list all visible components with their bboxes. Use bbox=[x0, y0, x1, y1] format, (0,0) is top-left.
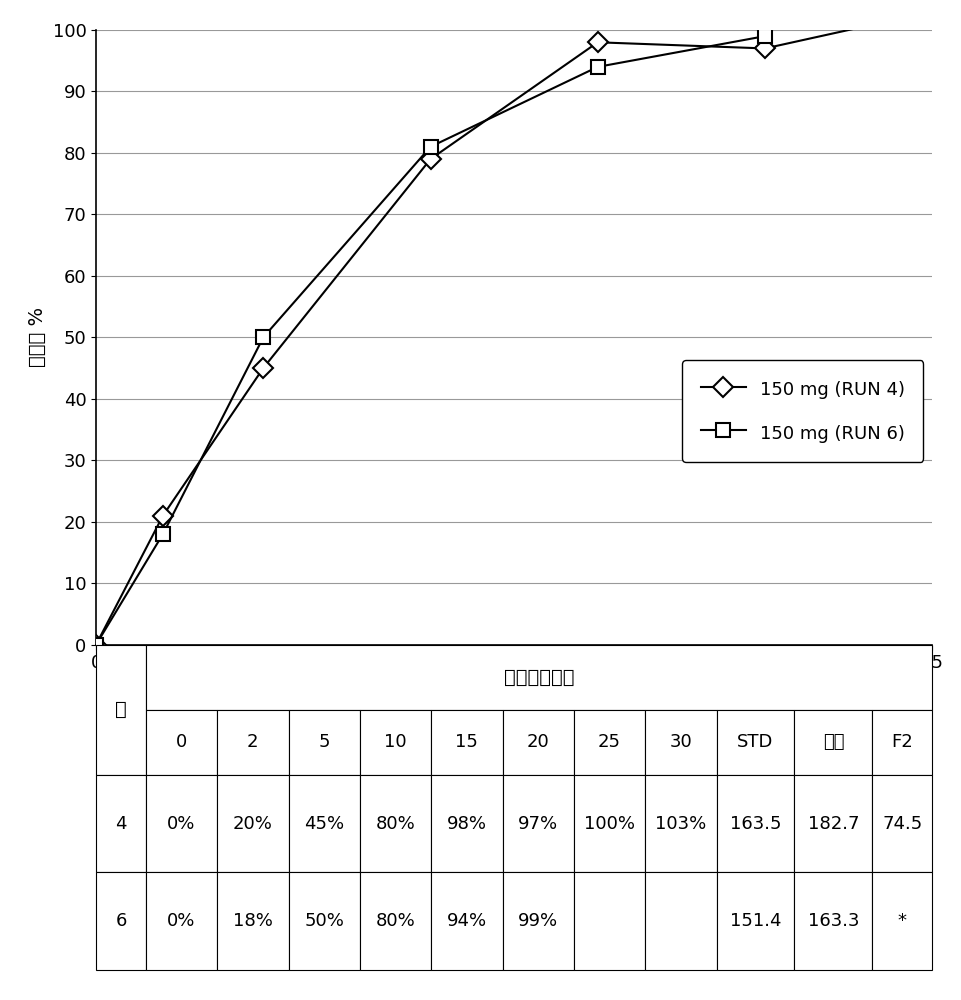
Bar bbox=[503, 775, 574, 872]
Text: 97%: 97% bbox=[518, 815, 558, 833]
Text: 4: 4 bbox=[115, 815, 127, 833]
Text: 2: 2 bbox=[247, 733, 259, 751]
Text: 74.5: 74.5 bbox=[882, 815, 923, 833]
Text: 30: 30 bbox=[670, 733, 692, 751]
Text: 163.5: 163.5 bbox=[729, 815, 781, 833]
150 mg (RUN 6) bbox=[90, 639, 102, 651]
150 mg (RUN 6) bbox=[425, 141, 436, 153]
Bar bbox=[288, 775, 359, 872]
X-axis label: 时间（分钟）: 时间（分钟） bbox=[479, 678, 550, 697]
Text: 18%: 18% bbox=[233, 912, 273, 930]
150 mg (RUN 6) bbox=[592, 61, 604, 73]
Bar bbox=[359, 872, 431, 970]
150 mg (RUN 6) bbox=[158, 528, 169, 540]
Text: 6: 6 bbox=[115, 912, 127, 930]
150 mg (RUN 4) bbox=[592, 36, 604, 48]
Text: 组: 组 bbox=[115, 700, 127, 719]
Bar bbox=[717, 872, 795, 970]
Bar bbox=[96, 775, 146, 872]
Text: F2: F2 bbox=[892, 733, 913, 751]
Text: 时间（分钟）: 时间（分钟） bbox=[504, 668, 575, 687]
Bar bbox=[431, 872, 503, 970]
Bar bbox=[431, 710, 503, 775]
Bar bbox=[359, 775, 431, 872]
Text: 20: 20 bbox=[527, 733, 550, 751]
Bar bbox=[359, 710, 431, 775]
Text: 100%: 100% bbox=[584, 815, 635, 833]
Text: 0: 0 bbox=[176, 733, 187, 751]
Bar bbox=[717, 710, 795, 775]
Bar bbox=[146, 710, 217, 775]
150 mg (RUN 4) bbox=[158, 510, 169, 522]
Bar bbox=[96, 645, 146, 775]
Bar bbox=[288, 710, 359, 775]
Bar bbox=[217, 710, 288, 775]
Text: 182.7: 182.7 bbox=[807, 815, 859, 833]
Bar bbox=[873, 775, 932, 872]
Text: 99%: 99% bbox=[518, 912, 558, 930]
Bar bbox=[96, 872, 146, 970]
Text: 98%: 98% bbox=[447, 815, 487, 833]
Text: 0%: 0% bbox=[167, 815, 196, 833]
Bar bbox=[645, 710, 717, 775]
Text: 45%: 45% bbox=[304, 815, 344, 833]
Bar bbox=[217, 775, 288, 872]
Text: 0%: 0% bbox=[167, 912, 196, 930]
150 mg (RUN 6) bbox=[759, 30, 771, 42]
Text: 163.3: 163.3 bbox=[807, 912, 859, 930]
Bar bbox=[795, 710, 873, 775]
Legend: 150 mg (RUN 4), 150 mg (RUN 6): 150 mg (RUN 4), 150 mg (RUN 6) bbox=[682, 360, 924, 462]
Bar bbox=[574, 775, 645, 872]
Bar bbox=[873, 872, 932, 970]
150 mg (RUN 4) bbox=[90, 639, 102, 651]
Bar bbox=[645, 872, 717, 970]
Bar bbox=[503, 710, 574, 775]
150 mg (RUN 4) bbox=[759, 42, 771, 54]
Text: *: * bbox=[898, 912, 907, 930]
Text: 151.4: 151.4 bbox=[729, 912, 781, 930]
Bar bbox=[146, 645, 932, 710]
Bar bbox=[574, 872, 645, 970]
Text: STD: STD bbox=[737, 733, 774, 751]
Bar bbox=[146, 872, 217, 970]
Text: 20%: 20% bbox=[233, 815, 273, 833]
Bar bbox=[795, 872, 873, 970]
Bar bbox=[717, 775, 795, 872]
150 mg (RUN 4) bbox=[926, 6, 938, 18]
Text: 总计: 总计 bbox=[823, 733, 844, 751]
Bar bbox=[645, 775, 717, 872]
Text: 80%: 80% bbox=[376, 912, 415, 930]
Line: 150 mg (RUN 4): 150 mg (RUN 4) bbox=[89, 5, 939, 652]
Bar bbox=[146, 775, 217, 872]
Y-axis label: 溶解的 %: 溶解的 % bbox=[28, 307, 47, 367]
Text: 103%: 103% bbox=[655, 815, 706, 833]
Line: 150 mg (RUN 6): 150 mg (RUN 6) bbox=[89, 29, 772, 652]
Text: 50%: 50% bbox=[305, 912, 344, 930]
Bar bbox=[288, 872, 359, 970]
Text: 5: 5 bbox=[318, 733, 330, 751]
Text: 15: 15 bbox=[456, 733, 479, 751]
Text: 25: 25 bbox=[598, 733, 621, 751]
Bar bbox=[217, 872, 288, 970]
Bar bbox=[574, 710, 645, 775]
150 mg (RUN 6) bbox=[258, 331, 269, 343]
Text: 94%: 94% bbox=[447, 912, 487, 930]
Text: 10: 10 bbox=[384, 733, 407, 751]
Bar bbox=[795, 775, 873, 872]
Bar bbox=[503, 872, 574, 970]
Bar bbox=[873, 710, 932, 775]
Text: 80%: 80% bbox=[376, 815, 415, 833]
Bar bbox=[431, 775, 503, 872]
150 mg (RUN 4) bbox=[258, 362, 269, 374]
150 mg (RUN 4) bbox=[425, 153, 436, 165]
